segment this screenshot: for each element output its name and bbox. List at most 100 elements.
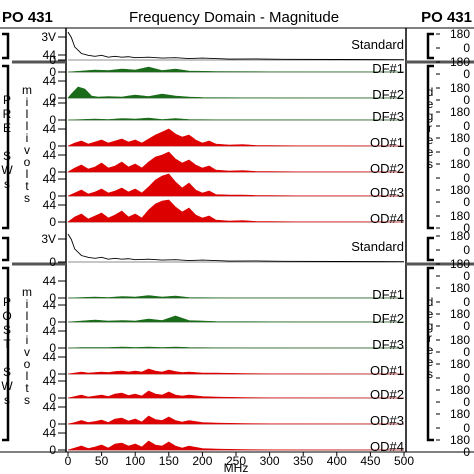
axis-letter: l [26, 321, 29, 335]
group-letter: E [3, 121, 11, 135]
trace-area [66, 151, 405, 173]
right-tag: PO 431 [421, 9, 472, 26]
group-letter: P [3, 93, 11, 107]
right-tick-label: 0 [463, 421, 470, 435]
group-letter: S [3, 323, 11, 337]
right-tick-label: 180 [450, 209, 470, 223]
right-tick-label: 0 [463, 395, 470, 409]
right-tick-label: 180 [450, 307, 470, 321]
right-tick-label: 0 [463, 221, 470, 235]
group-letter: S [3, 365, 11, 379]
trace-area [67, 173, 405, 197]
trace-scale-base: 0 [49, 443, 56, 457]
axis-letter: i [26, 333, 29, 347]
trace-scale-base: 0 [49, 315, 56, 329]
trace-line [67, 233, 405, 263]
axis-letter: l [26, 369, 29, 383]
right-tick-label: 180 [450, 281, 470, 295]
trace-name-label: Standard [351, 239, 404, 254]
trace-scale-top: 44 [43, 122, 57, 136]
trace-scale-base: 0 [49, 165, 56, 179]
trace-name-label: DF#1 [372, 287, 404, 302]
axis-letter: l [26, 119, 29, 133]
pre-trace-od4: 44 0 OD#4 [43, 198, 405, 229]
trace-scale-top: 44 [43, 172, 57, 186]
axis-letter: e [427, 355, 434, 369]
trace-line [67, 31, 405, 61]
x-tick-label: 400 [327, 454, 347, 468]
group-letter: P [3, 295, 11, 309]
trace-scale-top: 44 [43, 148, 57, 162]
right-tick-label: 180 [450, 383, 470, 397]
right-tick-label: 180 [450, 157, 470, 171]
group-letter: s [4, 177, 10, 191]
right-tick-label: 180 [450, 105, 470, 119]
trace-name-label: OD#2 [370, 387, 404, 402]
right-tick-label: 180 [450, 183, 470, 197]
axis-letter: t [25, 179, 29, 193]
post-trace-df2: 44 0 DF#2 [43, 298, 405, 329]
trace-area [67, 66, 405, 73]
right-tick-label: 0 [463, 319, 470, 333]
x-tick-label: 500 [394, 454, 414, 468]
pre-trace-standard: 3V 0 Standard [41, 30, 405, 67]
trace-scale-top: 44 [43, 400, 57, 414]
axis-letter: m [22, 285, 32, 299]
trace-area [67, 368, 405, 375]
axis-letter: l [26, 309, 29, 323]
right-tick-label: 180 [450, 407, 470, 421]
post-trace-od4: 44 0 OD#4 [43, 426, 405, 457]
trace-name-label: OD#3 [370, 413, 404, 428]
trace-area [67, 346, 405, 349]
trace-scale-top: 44 [43, 426, 57, 440]
trace-scale-top: 44 [43, 350, 57, 364]
pre-trace-od2: 44 0 OD#2 [43, 148, 405, 179]
post-trace-df1: 44 0 DF#1 [43, 274, 405, 305]
pre-trace-od1: 44 0 OD#1 [43, 122, 405, 153]
group-letter: W [1, 163, 13, 177]
post-trace-od3: 44 0 OD#3 [43, 400, 405, 431]
x-tick-label: 350 [293, 454, 313, 468]
trace-area [67, 128, 405, 147]
trace-scale-base: 0 [49, 417, 56, 431]
axis-letter: v [24, 345, 30, 359]
trace-area [67, 390, 405, 399]
right-tick-label: 0 [463, 269, 470, 283]
right-tick-label: 0 [463, 145, 470, 159]
right-tick-label: 180 [450, 257, 470, 271]
x-tick-label: 300 [260, 454, 280, 468]
trace-area [67, 440, 405, 451]
trace-scale-base: 0 [49, 255, 56, 269]
trace-scale-base: 0 [49, 391, 56, 405]
right-tick-label: 0 [463, 345, 470, 359]
trace-name-label: OD#1 [370, 135, 404, 150]
left-brackets [2, 32, 10, 442]
right-tick-label: 180 [450, 131, 470, 145]
axis-letter: l [26, 107, 29, 121]
trace-name-label: OD#4 [370, 211, 404, 226]
x-tick-label: 50 [95, 454, 109, 468]
pre-trace-df1: 440 DF#1 [43, 48, 405, 79]
right-tick-label: 0 [463, 119, 470, 133]
trace-area [67, 295, 405, 299]
x-tick-label: 200 [192, 454, 212, 468]
axis-letter: m [22, 83, 32, 97]
post-trace-standard: 3V 0 Standard [41, 232, 405, 269]
trace-scale-top: 44 [43, 274, 57, 288]
trace-scale-base: 0 [49, 139, 56, 153]
post-trace-od1: 44 0 OD#1 [43, 350, 405, 381]
trace-name-label: DF#1 [372, 61, 404, 76]
x-axis-label: MHz [224, 461, 249, 474]
trace-scale-top: 44 [43, 48, 57, 62]
trace-name-label: DF#2 [372, 87, 404, 102]
axis-letter: e [427, 145, 434, 159]
right-tick-label: 0 [463, 67, 470, 81]
trace-scale-top: 44 [43, 298, 57, 312]
group-letter: T [3, 337, 11, 351]
axis-letter: e [427, 343, 434, 357]
trace-area [67, 415, 405, 425]
